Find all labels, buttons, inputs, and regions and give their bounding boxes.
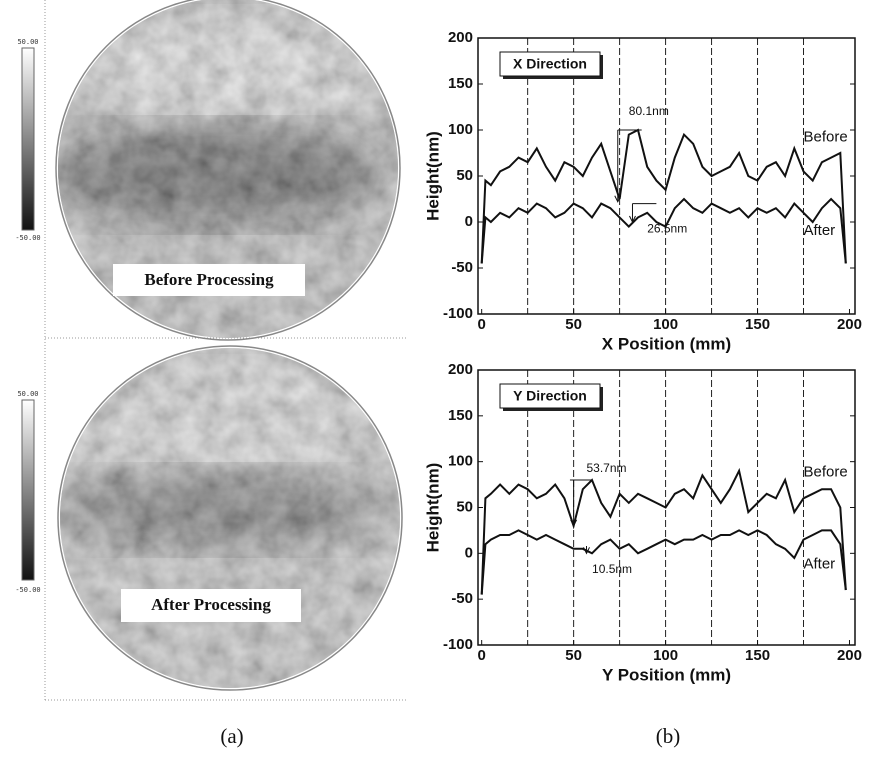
x-tick-label: 200: [837, 316, 862, 333]
y-tick-label: -100: [443, 636, 473, 653]
y-axis-title: Height(nm): [423, 131, 442, 221]
caption-box: [121, 589, 301, 622]
data-line: [480, 197, 847, 264]
y-tick-label: 200: [448, 29, 473, 46]
panel-caption: (a): [220, 724, 243, 748]
annotation-arrowhead: [570, 519, 578, 527]
x-tick-label: 150: [745, 647, 770, 664]
wafer-map: 50.00 -50.00 Before Processing: [15, 0, 401, 341]
y-axis-title: Height(nm): [423, 463, 442, 553]
colorbar-min: -50.00: [15, 586, 40, 594]
colorbar: [21, 47, 35, 231]
y-tick-label: -50: [451, 259, 473, 276]
y-tick-label: 0: [465, 544, 473, 561]
series-label: After: [804, 555, 836, 572]
panel-caption: (b): [656, 724, 681, 748]
annotation-arrowhead: [614, 195, 622, 203]
annotation: 80.1nm: [629, 104, 669, 118]
map-caption: After Processing: [151, 595, 271, 614]
x-tick-label: 0: [478, 316, 486, 333]
y-tick-label: 150: [448, 75, 473, 92]
data-line: [480, 467, 847, 595]
y-tick-label: 200: [448, 361, 473, 378]
data-line: [480, 529, 847, 595]
title-box: [499, 383, 601, 409]
y-tick-label: 100: [448, 121, 473, 138]
map-caption: Before Processing: [144, 270, 274, 289]
chart-title: X Direction: [513, 56, 587, 72]
x-axis-title: Y Position (mm): [602, 665, 731, 684]
chart-title: Y Direction: [513, 388, 587, 404]
x-tick-label: 50: [565, 647, 582, 664]
annotation-arrowhead: [583, 547, 590, 555]
colorbar-min: -50.00: [15, 234, 40, 242]
y-tick-label: 150: [448, 407, 473, 424]
title-box: [499, 51, 601, 77]
x-tick-label: 100: [653, 647, 678, 664]
plot-frame: [477, 37, 856, 315]
annotation-arrowhead: [629, 215, 636, 224]
annotation: 26.5nm: [647, 222, 687, 236]
x-tick-label: 150: [745, 316, 770, 333]
line-chart: -100 -50 0 50 100 150 200 0 50 100 150 200 X Positio…: [423, 29, 862, 354]
y-tick-label: -100: [443, 305, 473, 322]
y-tick-label: 50: [456, 498, 473, 515]
annotation: 53.7nm: [587, 461, 627, 475]
caption-box: [113, 264, 305, 296]
x-tick-label: 200: [837, 647, 862, 664]
annotation: 10.5nm: [592, 562, 632, 576]
colorbar-max: 50.00: [17, 390, 38, 398]
colorbar-max: 50.00: [17, 38, 38, 46]
series-label: Before: [804, 464, 848, 481]
series-label: After: [804, 222, 836, 239]
line-chart: -100 -50 0 50 100 150 200 0 50 100 150 200 Y Positio…: [423, 361, 862, 685]
x-tick-label: 50: [565, 316, 582, 333]
y-tick-label: -50: [451, 590, 473, 607]
wafer-map: 50.00 -50.00 After Processing: [15, 345, 403, 691]
y-tick-label: 100: [448, 453, 473, 470]
x-tick-label: 100: [653, 316, 678, 333]
data-line: [480, 128, 847, 264]
x-axis-title: X Position (mm): [602, 334, 731, 353]
y-tick-label: 0: [465, 213, 473, 230]
series-label: Before: [804, 128, 848, 145]
x-tick-label: 0: [478, 647, 486, 664]
colorbar: [21, 399, 35, 581]
y-tick-label: 50: [456, 167, 473, 184]
